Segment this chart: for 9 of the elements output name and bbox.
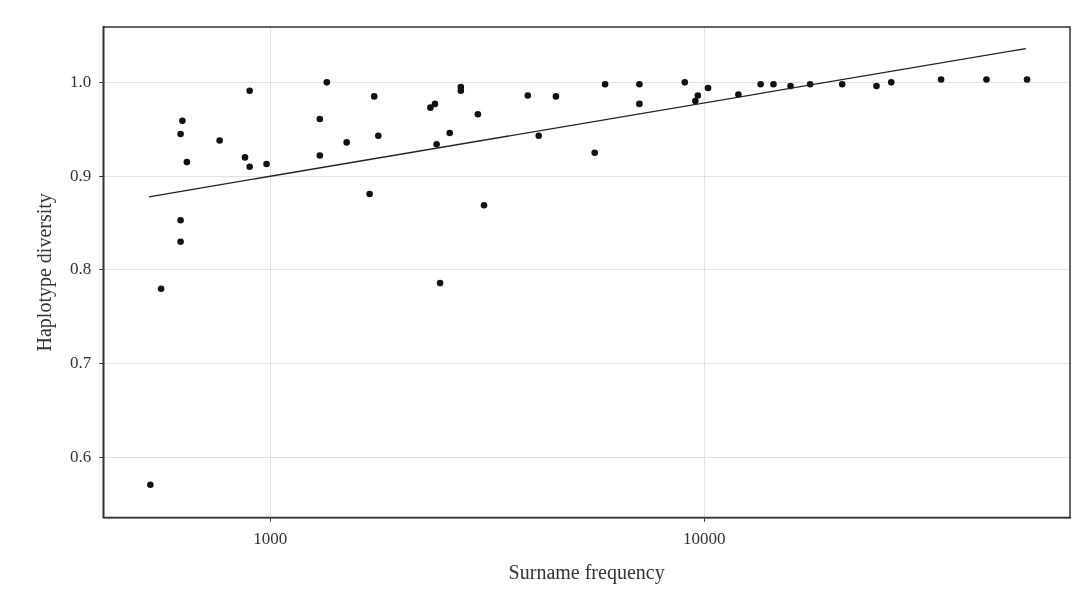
x-axis-title: Surname frequency bbox=[508, 561, 665, 585]
y-tick-label: 0.9 bbox=[70, 165, 92, 185]
y-tick-label: 1.0 bbox=[70, 71, 92, 91]
y-tick-label: 0.8 bbox=[70, 259, 92, 279]
y-tick-label: 0.6 bbox=[70, 447, 92, 467]
y-axis-title: Haplotype diversity bbox=[33, 193, 57, 352]
y-tick-label: 0.7 bbox=[70, 353, 92, 373]
x-tick-label: 10000 bbox=[683, 529, 726, 549]
x-tick-label: 1000 bbox=[253, 529, 288, 549]
